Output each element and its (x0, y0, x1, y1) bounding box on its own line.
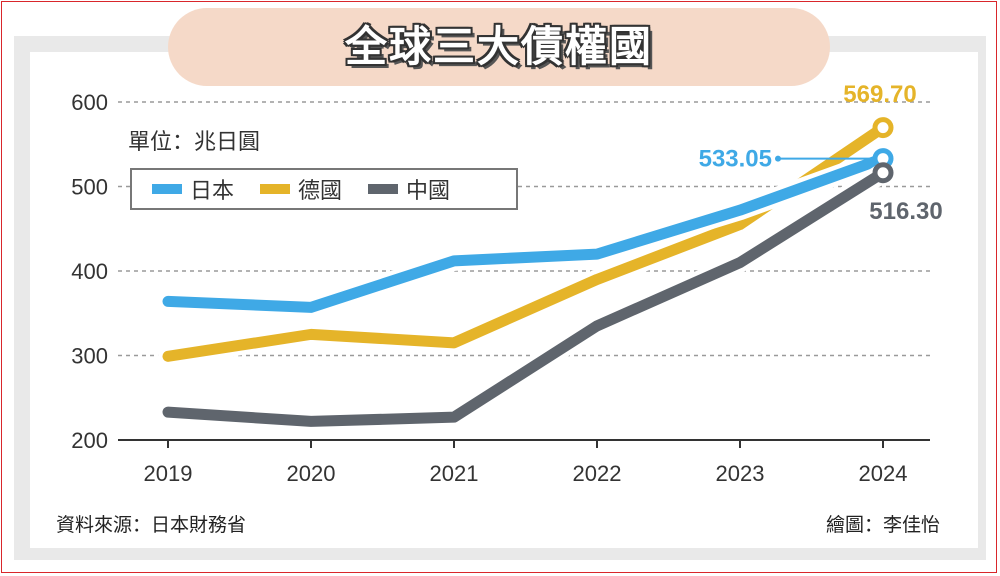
legend-swatch-germany (260, 184, 291, 194)
axes: 200 300 400 500 600 2019 2020 2021 2022 2023 2024 (71, 90, 930, 486)
series-line-china (162, 167, 889, 427)
end-marker-china (872, 162, 894, 184)
y-tick-label-600: 600 (71, 90, 108, 115)
series-lines (158, 117, 894, 432)
chart-title: 全球三大債權國 (344, 22, 653, 71)
legend-swatch-china (368, 184, 399, 194)
data-label-china-2024: 516.30 (869, 198, 942, 225)
y-tick-label-500: 500 (71, 175, 108, 200)
data-labels: 569.70 533.05 516.30 (699, 81, 943, 225)
legend-label-china: 中國 (406, 179, 451, 204)
x-tick-label-2022: 2022 (573, 461, 622, 486)
x-tick-label-2019: 2019 (144, 461, 193, 486)
legend-label-germany: 德國 (298, 179, 343, 204)
x-tick-label-2020: 2020 (287, 461, 336, 486)
source-note: 資料來源：日本財務省 (56, 514, 247, 536)
credit-note: 繪圖：李佳怡 (825, 514, 940, 536)
leader-dot-japan (775, 155, 781, 162)
legend-item-germany: 德國 (260, 173, 342, 205)
unit-label: 單位：兆日圓 (128, 130, 261, 155)
series-line-japan (162, 153, 889, 313)
legend-swatch-japan (152, 184, 182, 194)
legend-label-japan: 日本 (190, 179, 235, 204)
x-tick-label-2024: 2024 (859, 461, 908, 486)
legend: 日本 德國 中國 (130, 168, 518, 210)
title-banner (168, 8, 830, 86)
data-label-germany-2024: 569.70 (843, 81, 916, 108)
y-tick-label-200: 200 (71, 428, 108, 453)
legend-item-japan: 日本 (152, 173, 234, 205)
end-marker-germany (872, 117, 894, 139)
x-tick-label-2023: 2023 (716, 461, 765, 486)
data-label-japan-2024: 533.05 (699, 146, 772, 173)
x-tick-label-2021: 2021 (430, 461, 479, 486)
y-tick-label-400: 400 (71, 259, 108, 284)
legend-item-china: 中國 (368, 173, 450, 205)
y-tick-label-300: 300 (71, 344, 108, 369)
